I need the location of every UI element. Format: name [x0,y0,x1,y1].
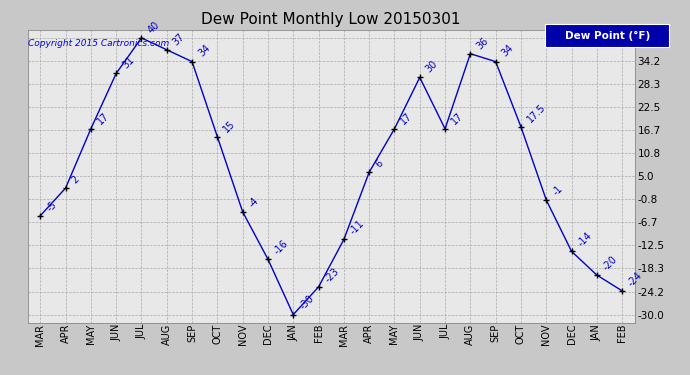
Text: 34: 34 [196,43,212,59]
Text: 17: 17 [95,110,111,126]
Text: 40: 40 [146,20,161,35]
Text: -5: -5 [44,199,59,213]
Text: Dew Point (°F): Dew Point (°F) [564,31,650,40]
Text: 36: 36 [475,35,491,51]
Text: -1: -1 [551,183,564,197]
Text: -16: -16 [272,238,290,256]
Text: 6: 6 [373,158,385,170]
Text: Copyright 2015 Cartronics.com: Copyright 2015 Cartronics.com [28,39,170,48]
Text: -20: -20 [601,254,620,272]
Text: 34: 34 [500,43,515,59]
Text: -4: -4 [247,195,261,209]
Text: 31: 31 [120,55,136,71]
Text: -24: -24 [627,270,644,288]
Text: 15: 15 [221,118,237,134]
Text: -11: -11 [348,219,366,237]
Text: 17: 17 [449,110,465,126]
Text: -23: -23 [323,266,341,284]
Text: 17.5: 17.5 [525,102,547,124]
Text: 37: 37 [171,31,187,47]
Title: Dew Point Monthly Low 20150301: Dew Point Monthly Low 20150301 [201,12,461,27]
Text: -30: -30 [297,294,315,312]
Text: 2: 2 [70,174,81,185]
Text: 30: 30 [424,59,440,75]
Text: -14: -14 [575,230,594,249]
Text: 17: 17 [399,110,415,126]
